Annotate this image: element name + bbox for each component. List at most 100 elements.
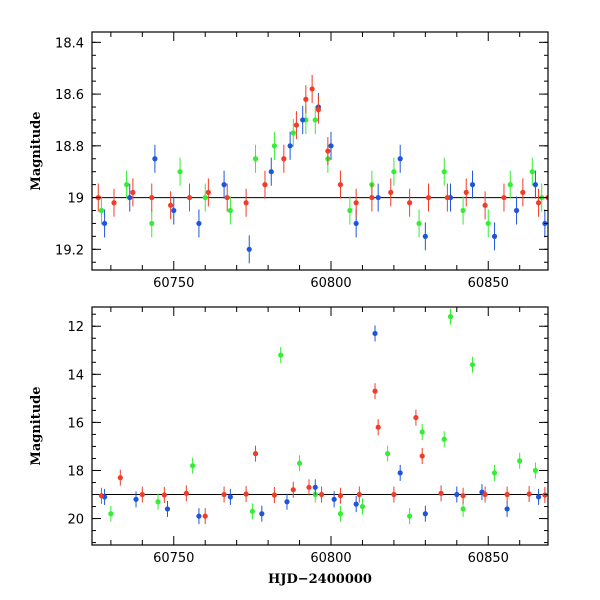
data-point — [422, 233, 428, 239]
data-point — [243, 200, 249, 206]
data-point — [284, 499, 290, 505]
data-point — [177, 169, 183, 175]
data-point — [397, 156, 403, 162]
data-point — [117, 475, 123, 481]
data-point — [353, 501, 359, 507]
y-tick-label: 18.8 — [55, 140, 84, 155]
data-point — [372, 330, 378, 337]
data-point — [202, 194, 208, 201]
y-tick-label: 18.6 — [55, 88, 84, 103]
bottom-panel: 60750 60800 60850 12 14 16 18 20 Magnitude HJD−… — [29, 306, 549, 587]
bottom-panel-ticks: 60750 60800 60850 12 14 16 18 20 — [67, 307, 548, 566]
data-point — [407, 513, 413, 519]
data-point — [529, 169, 535, 175]
data-point — [388, 189, 394, 195]
data-point — [419, 453, 425, 459]
data-point — [491, 233, 498, 239]
data-point — [425, 194, 432, 201]
data-point — [111, 200, 117, 206]
data-point — [98, 207, 105, 214]
data-point — [196, 513, 202, 519]
data-point — [312, 484, 318, 490]
data-point — [501, 194, 507, 201]
data-point — [369, 194, 375, 201]
data-point — [205, 189, 211, 195]
data-point — [221, 182, 227, 188]
data-point — [375, 424, 381, 430]
data-point — [372, 388, 378, 394]
data-point — [438, 490, 444, 496]
data-point — [513, 207, 520, 214]
data-point — [227, 494, 233, 500]
x-tick-label: 60800 — [310, 551, 351, 566]
data-point — [491, 470, 498, 476]
series-1 — [101, 325, 542, 525]
data-point — [353, 200, 359, 206]
data-point — [309, 86, 315, 92]
plot-area — [92, 74, 548, 264]
data-point — [168, 202, 174, 208]
data-point — [315, 107, 322, 113]
data-point — [281, 156, 287, 162]
data-point — [532, 182, 539, 188]
data-point — [127, 194, 133, 201]
data-point — [271, 143, 277, 149]
data-point — [171, 207, 177, 214]
top-panel: 60750 60800 60850 18.4 18.6 18.8 19 19.2 Magnit… — [29, 31, 549, 291]
data-point — [482, 491, 488, 498]
data-point — [337, 493, 344, 499]
data-point — [469, 182, 476, 188]
data-point — [504, 506, 510, 512]
data-point — [441, 169, 447, 175]
data-point — [447, 314, 454, 320]
data-point — [249, 508, 255, 514]
data-point — [413, 414, 419, 421]
data-point — [221, 491, 227, 498]
top-panel-marks — [92, 74, 548, 264]
x-tick-label: 60800 — [310, 276, 351, 291]
data-point — [262, 182, 268, 188]
y-tick-label: 16 — [67, 416, 84, 431]
data-point — [463, 189, 469, 195]
data-point — [196, 220, 202, 227]
data-point — [504, 491, 510, 498]
plot-area — [92, 308, 548, 525]
data-point — [290, 487, 296, 493]
data-point — [419, 429, 425, 435]
series-0 — [108, 308, 539, 525]
data-point — [149, 194, 155, 201]
data-point — [391, 491, 397, 498]
data-point — [485, 220, 491, 227]
data-point — [155, 499, 161, 505]
data-point — [130, 189, 136, 195]
y-tick-label: 18 — [67, 464, 84, 479]
data-point — [356, 491, 362, 498]
data-point — [293, 122, 300, 128]
bottom-panel-frame — [91, 306, 549, 546]
data-point — [149, 220, 155, 227]
bottom-panel-ylabel: Magnitude — [29, 386, 44, 465]
data-point — [441, 436, 447, 442]
data-point — [526, 491, 532, 497]
data-point — [507, 182, 513, 188]
data-point — [303, 96, 309, 102]
data-point — [300, 117, 306, 123]
data-point — [391, 169, 397, 175]
y-tick-label: 20 — [67, 513, 84, 528]
data-point — [306, 484, 312, 490]
y-tick-label: 12 — [67, 320, 84, 335]
data-point — [469, 362, 476, 368]
data-point — [416, 220, 422, 227]
data-point — [325, 148, 331, 154]
data-point — [385, 451, 391, 457]
data-point — [296, 460, 303, 466]
top-panel-frame — [91, 31, 549, 271]
data-point — [183, 490, 189, 496]
data-point — [161, 492, 167, 498]
x-tick-label: 60850 — [468, 551, 509, 566]
data-point — [535, 200, 542, 206]
data-point — [337, 511, 344, 517]
data-point — [190, 463, 196, 469]
data-point — [287, 143, 293, 149]
